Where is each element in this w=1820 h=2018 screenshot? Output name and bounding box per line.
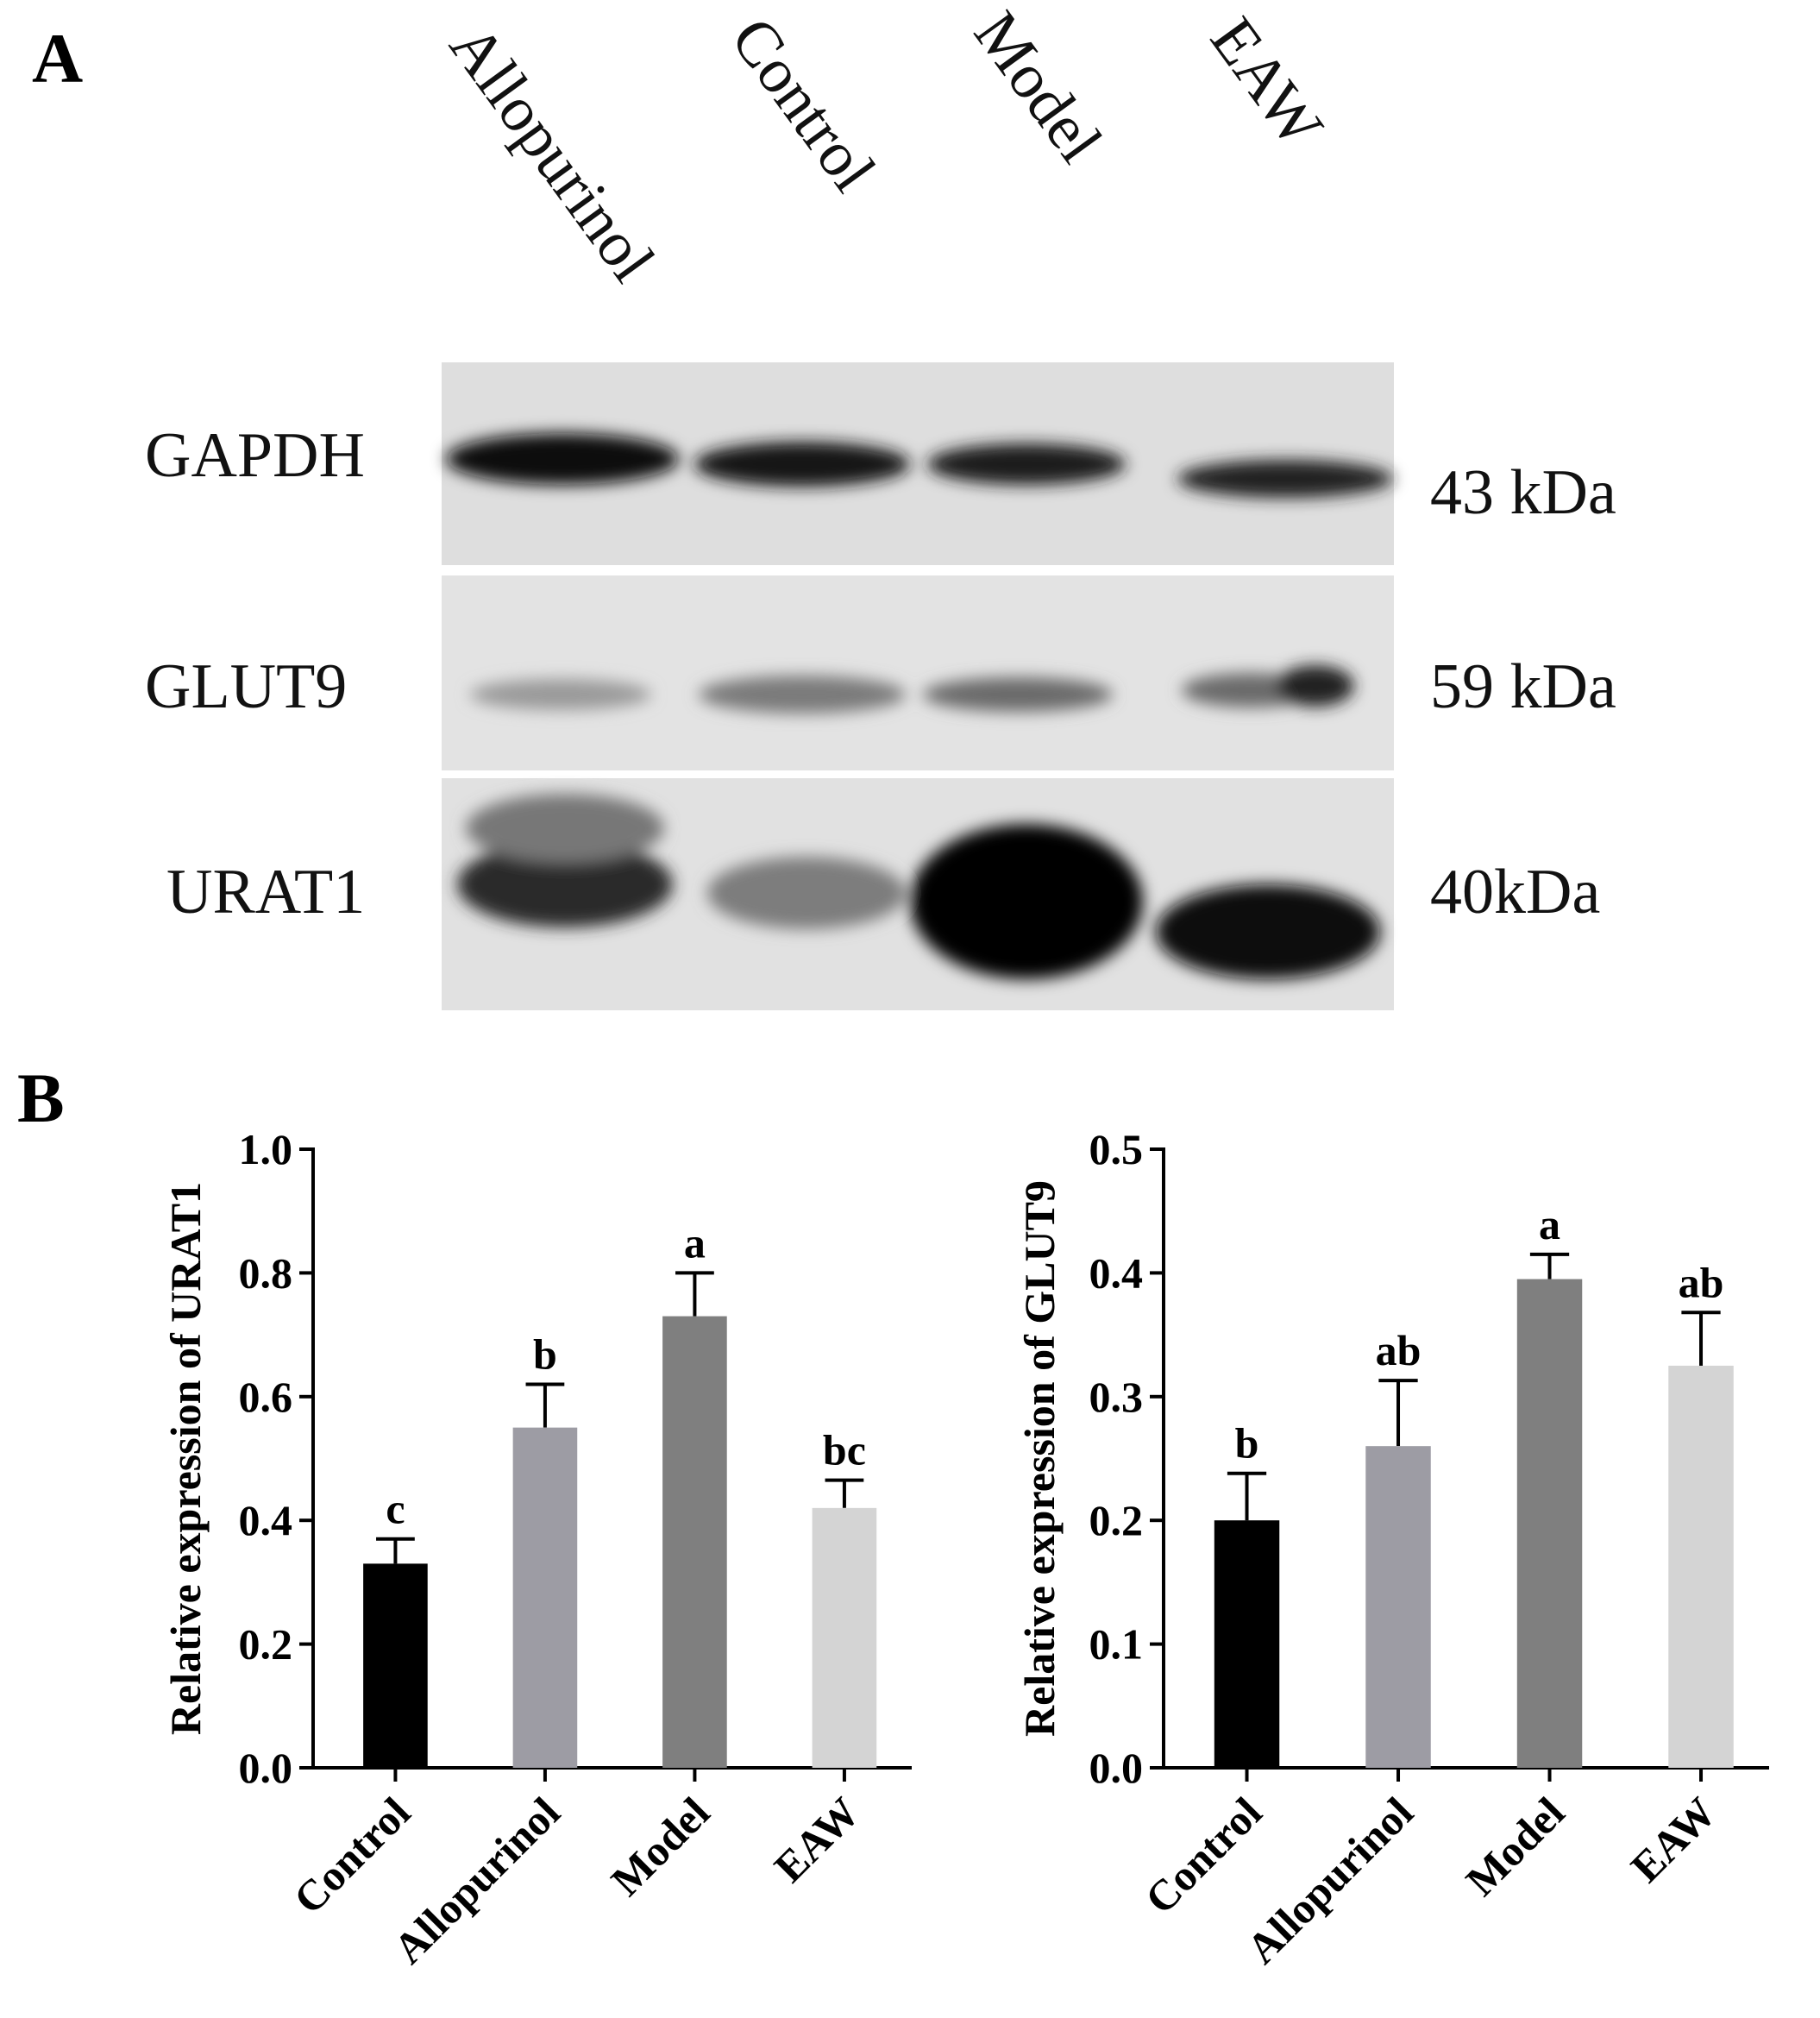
x-tick-label: Model (601, 1788, 719, 1905)
blot (442, 362, 1394, 1010)
x-tick-label: Control (284, 1788, 419, 1923)
y-tick-label: 0.3 (1089, 1373, 1144, 1421)
lane-label: Control (717, 5, 888, 204)
annotation: bc (823, 1426, 866, 1474)
annotation: b (1235, 1419, 1259, 1468)
y-tick-label: 0.8 (239, 1248, 293, 1297)
x-tick-label: Allopurinol (1237, 1788, 1422, 1973)
y-axis-label: Relative expression of GLUT9 (1015, 1180, 1064, 1737)
y-axis-label: Relative expression of URAT1 (161, 1182, 210, 1735)
protein-size: 40kDa (1430, 857, 1600, 927)
x-tick-label: Control (1136, 1788, 1271, 1923)
annotation: a (684, 1218, 706, 1267)
y-tick-label: 1.0 (239, 1125, 293, 1173)
protein-size: 43 kDa (1430, 457, 1616, 528)
bar (1516, 1279, 1583, 1768)
bands (446, 433, 1393, 979)
y-tick-label: 0.0 (1089, 1744, 1144, 1792)
bar (512, 1427, 578, 1768)
protein-size: 59 kDa (1430, 651, 1616, 722)
protein-label: URAT1 (166, 857, 365, 927)
panel-label: B (17, 1059, 65, 1137)
annotation: a (1539, 1200, 1560, 1248)
y-tick-label: 0.6 (239, 1373, 293, 1421)
x-tick-label: EAW (1622, 1788, 1725, 1891)
y-tick-label: 0.1 (1089, 1620, 1144, 1669)
y-tick-label: 0.4 (1089, 1248, 1144, 1297)
protein-label: GAPDH (145, 420, 365, 491)
bar (363, 1563, 428, 1768)
lane-label: EAW (1196, 5, 1336, 160)
bar (662, 1316, 727, 1768)
y-tick-label: 0.2 (239, 1620, 293, 1669)
bar (812, 1507, 877, 1768)
bar (1668, 1365, 1734, 1768)
y-tick-label: 0.5 (1089, 1125, 1144, 1173)
lane-label: Model (960, 0, 1115, 175)
panel-label: A (32, 19, 83, 97)
x-tick-label: Model (1456, 1788, 1573, 1905)
x-tick-label: EAW (765, 1788, 869, 1891)
bar (1214, 1520, 1280, 1768)
y-tick-label: 0.0 (239, 1744, 293, 1792)
annotation: b (533, 1330, 557, 1378)
annotation: ab (1679, 1258, 1724, 1306)
annotation: ab (1376, 1326, 1421, 1374)
annotation: c (386, 1485, 405, 1533)
lane-label: Allopurinol (436, 12, 668, 295)
blot-strip (442, 575, 1394, 770)
y-tick-label: 0.4 (239, 1496, 293, 1544)
y-tick-label: 0.2 (1089, 1496, 1144, 1544)
protein-label: GLUT9 (145, 651, 347, 722)
bar (1365, 1446, 1431, 1768)
